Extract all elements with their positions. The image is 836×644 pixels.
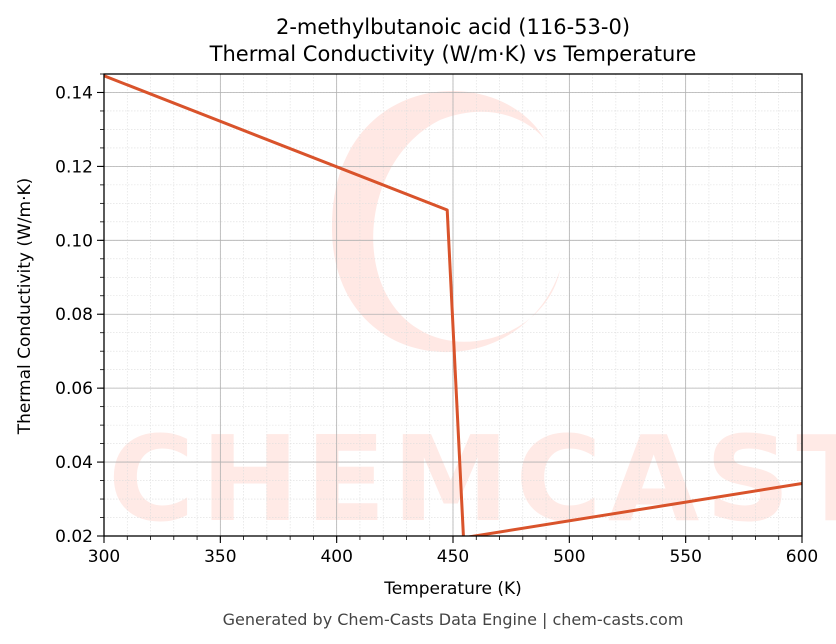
y-tick-label: 0.08 — [55, 305, 93, 325]
y-axis-label: Thermal Conductivity (W/m·K) — [15, 178, 35, 436]
y-tick-label: 0.12 — [55, 157, 93, 177]
footer-credit: Generated by Chem-Casts Data Engine | ch… — [223, 610, 684, 629]
x-axis: 300 350 400 450 500 550 600 — [88, 536, 818, 567]
x-tick-label: 550 — [669, 547, 701, 567]
chart-title: 2-methylbutanoic acid (116-53-0) — [276, 15, 630, 39]
series-layer — [104, 74, 802, 536]
y-axis: 0.02 0.04 0.06 0.08 0.10 0.12 0.14 — [55, 73, 104, 547]
y-tick-label: 0.02 — [55, 527, 93, 547]
watermark-logo-icon — [331, 91, 560, 353]
x-tick-label: 500 — [553, 547, 585, 567]
y-tick-label: 0.06 — [55, 379, 93, 399]
y-tick-label: 0.14 — [55, 83, 93, 103]
x-tick-label: 450 — [437, 547, 469, 567]
y-tick-label: 0.10 — [55, 231, 93, 251]
watermark-text: CHEMCASTS — [108, 410, 836, 548]
x-tick-label: 400 — [320, 547, 352, 567]
watermark: CHEMCASTS — [108, 91, 836, 548]
x-tick-label: 600 — [786, 547, 818, 567]
series-line — [104, 74, 802, 536]
x-axis-label: Temperature (K) — [383, 579, 522, 599]
x-tick-label: 300 — [88, 547, 120, 567]
y-tick-label: 0.04 — [55, 453, 93, 473]
x-tick-label: 350 — [204, 547, 236, 567]
chart-subtitle: Thermal Conductivity (W/m·K) vs Temperat… — [209, 42, 697, 66]
